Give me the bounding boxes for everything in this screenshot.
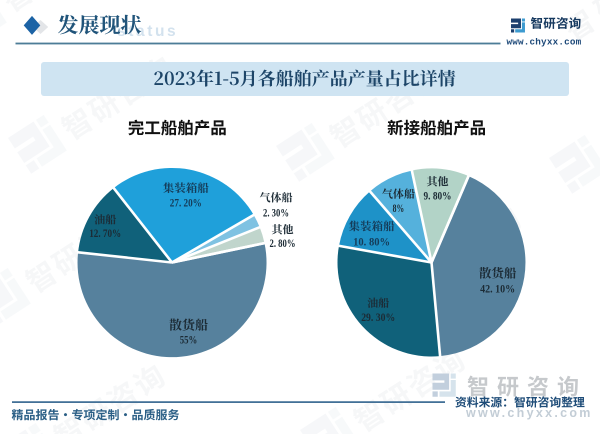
svg-text:10. 80%: 10. 80% bbox=[353, 236, 390, 248]
svg-text:2. 30%: 2. 30% bbox=[263, 208, 289, 220]
svg-text:8%: 8% bbox=[393, 203, 405, 215]
svg-text:2. 80%: 2. 80% bbox=[270, 238, 296, 250]
svg-text:29. 30%: 29. 30% bbox=[361, 312, 395, 324]
svg-text:42. 10%: 42. 10% bbox=[480, 283, 515, 295]
svg-text:55%: 55% bbox=[180, 335, 198, 347]
svg-text:www.chyxx.com: www.chyxx.com bbox=[507, 37, 582, 48]
svg-text:www.chyxx.com: www.chyxx.com bbox=[465, 406, 593, 420]
svg-text:9. 80%: 9. 80% bbox=[424, 190, 452, 202]
svg-text:27. 20%: 27. 20% bbox=[170, 197, 202, 209]
svg-text:12. 70%: 12. 70% bbox=[89, 228, 121, 240]
